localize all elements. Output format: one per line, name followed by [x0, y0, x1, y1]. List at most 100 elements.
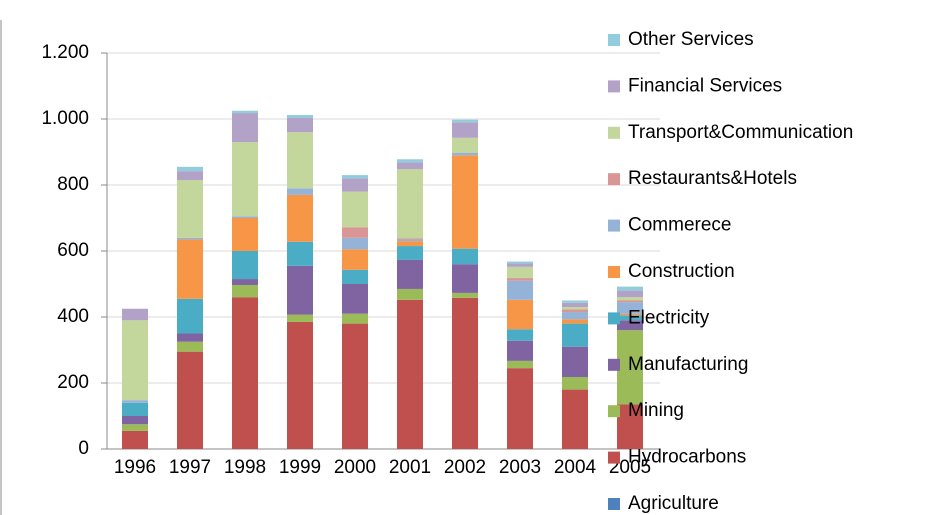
legend-swatch	[608, 219, 620, 232]
bar-segment	[452, 297, 478, 449]
bar-segment	[397, 288, 423, 300]
bar-segment	[452, 155, 478, 249]
x-tick-label: 2003	[499, 457, 541, 478]
bar-segment	[232, 279, 258, 285]
bar-segment	[122, 400, 148, 403]
bar-segment	[397, 241, 423, 247]
x-tick-label: 2001	[389, 457, 431, 478]
bar-segment	[452, 152, 478, 156]
bar-segment	[287, 194, 313, 242]
legend-label: Electricity	[628, 307, 710, 328]
bar-segment	[342, 227, 368, 238]
bar-segment	[617, 297, 643, 301]
bar-segment	[617, 404, 643, 449]
bar-segment	[507, 278, 533, 281]
bar-segment	[342, 237, 368, 250]
bar-segment	[122, 416, 148, 425]
legend-label: Other Services	[628, 29, 754, 50]
bar-segment	[452, 292, 478, 298]
y-tick-label: 400	[57, 306, 89, 327]
legend-swatch	[608, 80, 620, 93]
bar-segment	[342, 175, 368, 179]
bar-segment	[232, 297, 258, 449]
bar-segment	[177, 171, 203, 181]
bar-segment	[562, 377, 588, 390]
bar-segment	[617, 313, 643, 316]
bar-segment	[177, 341, 203, 352]
legend-label: Manufacturing	[628, 354, 748, 375]
legend-label: Commerece	[628, 215, 731, 236]
bar-segment	[177, 166, 203, 172]
bar-segment	[287, 118, 313, 133]
bar-segment	[232, 284, 258, 298]
bar-segment	[397, 159, 423, 163]
legend-swatch	[608, 34, 620, 46]
bar-segment	[562, 346, 588, 378]
bar-segment	[452, 122, 478, 138]
bar-segment	[562, 319, 588, 324]
bar-segment	[507, 263, 533, 267]
bar-segment	[122, 308, 148, 321]
bar-segment	[397, 238, 423, 240]
bar-segment	[232, 110, 258, 114]
bar-segment	[287, 188, 313, 195]
y-tick-label: 1.200	[41, 42, 89, 63]
bar-segment	[562, 389, 588, 449]
x-tick-label: 1996	[114, 457, 156, 478]
bar-segment	[287, 241, 313, 266]
legend-label: Transport&Communication	[628, 122, 853, 143]
bar-segment	[507, 368, 533, 449]
legend-swatch	[608, 451, 620, 464]
bar-segment	[562, 302, 588, 308]
bar-segment	[177, 239, 203, 299]
bar-segment	[122, 320, 148, 401]
bar-segment	[287, 132, 313, 189]
bar-segment	[342, 313, 368, 324]
bar-segment	[452, 264, 478, 293]
bar-segment	[177, 180, 203, 238]
bar-segment	[617, 320, 643, 331]
bar-segment	[562, 300, 588, 303]
bar-segment	[617, 300, 643, 303]
bar-segment	[342, 269, 368, 284]
bar-segment	[342, 284, 368, 314]
x-tick-label: 2002	[444, 457, 486, 478]
bar-segment	[177, 298, 203, 334]
legend-swatch	[608, 126, 620, 139]
bar-segment	[617, 315, 643, 321]
bar-segment	[507, 360, 533, 369]
x-tick-label: 2000	[334, 457, 376, 478]
bar-segment	[287, 115, 313, 119]
bar-segment	[452, 137, 478, 153]
x-tick-label: 1997	[169, 457, 211, 478]
bar-segment	[562, 307, 588, 310]
bar-segment	[232, 218, 258, 251]
y-tick-label: 200	[57, 372, 89, 393]
bar-segment	[617, 286, 643, 291]
bar-segment	[397, 299, 423, 449]
legend-swatch	[608, 312, 620, 325]
bar-segment	[287, 265, 313, 315]
bar-segment	[397, 246, 423, 260]
bar-segment	[122, 430, 148, 449]
y-tick-label: 0	[78, 438, 89, 459]
bar-segment	[507, 299, 533, 330]
y-tick-label: 800	[57, 174, 89, 195]
bar-segment	[342, 323, 368, 449]
y-tick-label: 600	[57, 240, 89, 261]
bar-segment	[287, 314, 313, 322]
bar-segment	[342, 249, 368, 270]
bar-segment	[507, 266, 533, 279]
bar-segment	[562, 309, 588, 313]
legend-swatch	[608, 266, 620, 278]
bar-segment	[287, 321, 313, 449]
bar-segment	[397, 259, 423, 289]
legend-label: Mining	[628, 400, 684, 421]
x-tick-label: 2004	[554, 457, 597, 478]
bar-segment	[342, 191, 368, 228]
bar-segment	[397, 239, 423, 242]
bar-segment	[507, 261, 533, 264]
bar-segment	[177, 351, 203, 449]
bar-segment	[232, 142, 258, 217]
